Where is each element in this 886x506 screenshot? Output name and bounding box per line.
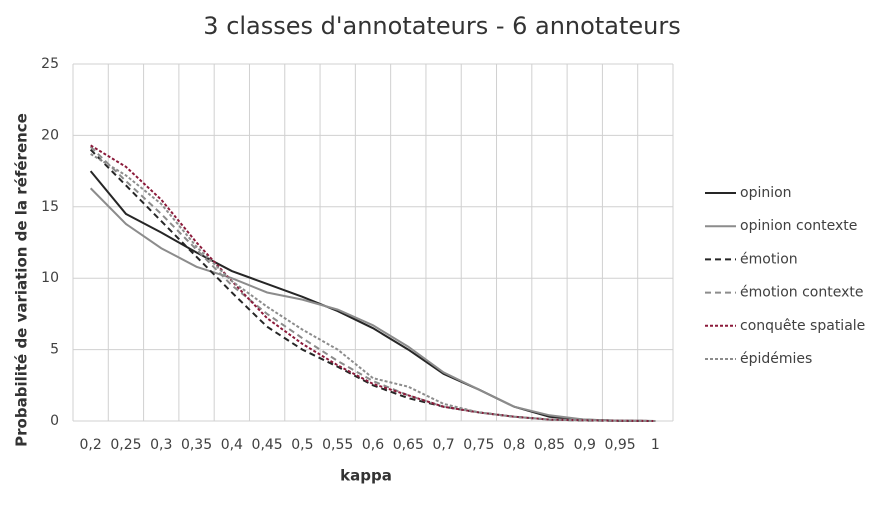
x-tick-label: 0,5 [291,437,313,453]
y-tick-label: 10 [41,270,59,286]
legend-label: émotion [740,251,798,267]
x-tick-label: 0,55 [322,437,353,453]
x-tick-label: 1 [651,437,660,453]
legend-label: épidémies [740,351,812,367]
x-tick-label: 0,4 [221,437,243,453]
x-tick-label: 0,6 [362,437,384,453]
y-axis-label: Probabilité de variation de la référence [13,113,31,447]
series-line [89,170,656,422]
x-tick-label: 0,35 [181,437,212,453]
x-tick-label: 0,7 [432,437,454,453]
x-axis-label: kappa [340,467,392,485]
x-tick-label: 0,45 [252,437,283,453]
x-tick-label: 0,95 [604,437,635,453]
x-tick-label: 0,65 [393,437,424,453]
x-tick-label: 0,75 [463,437,494,453]
x-tick-label: 0,85 [534,437,565,453]
y-tick-label: 5 [50,342,59,358]
x-tick-label: 0,25 [110,437,141,453]
legend-label: opinion [740,185,792,201]
series-line [90,153,656,422]
y-tick-label: 0 [50,413,59,429]
series-line [90,144,656,422]
legend-label: opinion contexte [740,218,857,234]
series-line [89,146,656,422]
x-tick-label: 0,9 [574,437,596,453]
y-tick-label: 25 [41,56,59,72]
x-tick-label: 0,2 [80,437,102,453]
series-line [89,148,656,422]
legend-label: émotion contexte [740,285,863,301]
legend-label: conquête spatiale [740,318,865,334]
y-tick-label: 20 [41,127,59,143]
x-tick-label: 0,8 [503,437,525,453]
chart-title: 3 classes d'annotateurs - 6 annotateurs [203,12,680,40]
series-line [89,187,656,422]
y-tick-label: 15 [41,199,59,215]
x-tick-label: 0,3 [150,437,172,453]
